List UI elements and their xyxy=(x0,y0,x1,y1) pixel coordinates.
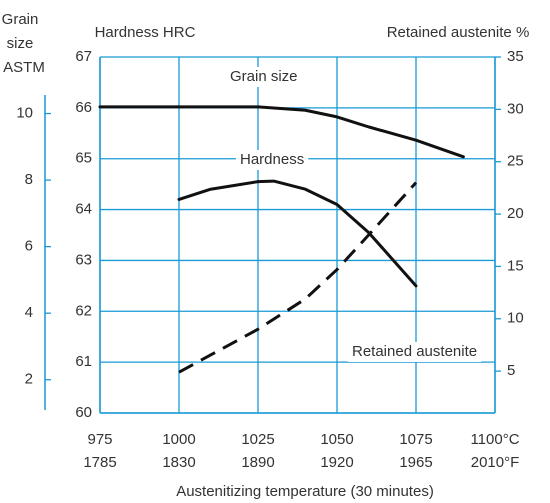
y-tick-label: 63 xyxy=(75,251,92,268)
y3-tick-label: 2 xyxy=(25,371,33,388)
x-tick-label: 1050 xyxy=(320,431,353,448)
y3-axis-label: ASTM xyxy=(3,59,45,76)
y2-tick-label: 10 xyxy=(507,310,524,327)
series-line xyxy=(177,179,418,288)
x2-tick-label: 1890 xyxy=(241,454,274,471)
y-tick-label: 64 xyxy=(75,201,92,218)
series-label-bg xyxy=(236,150,309,170)
y2-tick-label: 25 xyxy=(507,153,524,170)
series-label-bg xyxy=(226,67,302,87)
y-tick-label: 60 xyxy=(75,404,92,421)
x-tick-label: 975 xyxy=(87,431,112,448)
y2-axis-label: Retained austenite % xyxy=(387,24,530,41)
y3-tick-label: 8 xyxy=(25,171,33,188)
series-label-bg xyxy=(348,342,482,362)
y-axis-label: Hardness HRC xyxy=(95,24,196,41)
y-tick-label: 65 xyxy=(75,150,92,167)
y2-tick-label: 35 xyxy=(507,48,524,65)
y3-tick-label: 10 xyxy=(16,105,33,122)
x-tick-label: 1075 xyxy=(399,431,432,448)
x2-tick-label: 1830 xyxy=(162,454,195,471)
y-tick-label: 66 xyxy=(75,99,92,116)
x2-tick-label: 2010°F xyxy=(471,454,520,471)
y2-tick-label: 15 xyxy=(507,257,524,274)
x2-tick-label: 1920 xyxy=(320,454,353,471)
x-tick-label: 1025 xyxy=(241,431,274,448)
y2-tick-label: 5 xyxy=(507,362,515,379)
series-label: Grain size xyxy=(230,68,298,85)
series-line xyxy=(98,105,465,159)
x2-tick-label: 1785 xyxy=(83,454,116,471)
series-label: Hardness xyxy=(240,151,304,168)
x-tick-label: 1000 xyxy=(162,431,195,448)
y3-tick-label: 4 xyxy=(25,304,33,321)
x2-tick-label: 1965 xyxy=(399,454,432,471)
y-tick-label: 67 xyxy=(75,48,92,65)
x-axis-label: Austenitizing temperature (30 minutes) xyxy=(176,483,434,500)
y-tick-label: 61 xyxy=(75,353,92,370)
y-tick-label: 62 xyxy=(75,302,92,319)
y2-tick-label: 30 xyxy=(507,100,524,117)
y3-tick-label: 6 xyxy=(25,238,33,255)
series-label: Retained austenite xyxy=(352,343,477,360)
x-tick-label: 1100°C xyxy=(470,431,519,448)
y2-tick-label: 20 xyxy=(507,205,524,222)
y3-axis-label: size xyxy=(7,35,34,52)
y3-axis-label: Grain xyxy=(2,11,39,28)
